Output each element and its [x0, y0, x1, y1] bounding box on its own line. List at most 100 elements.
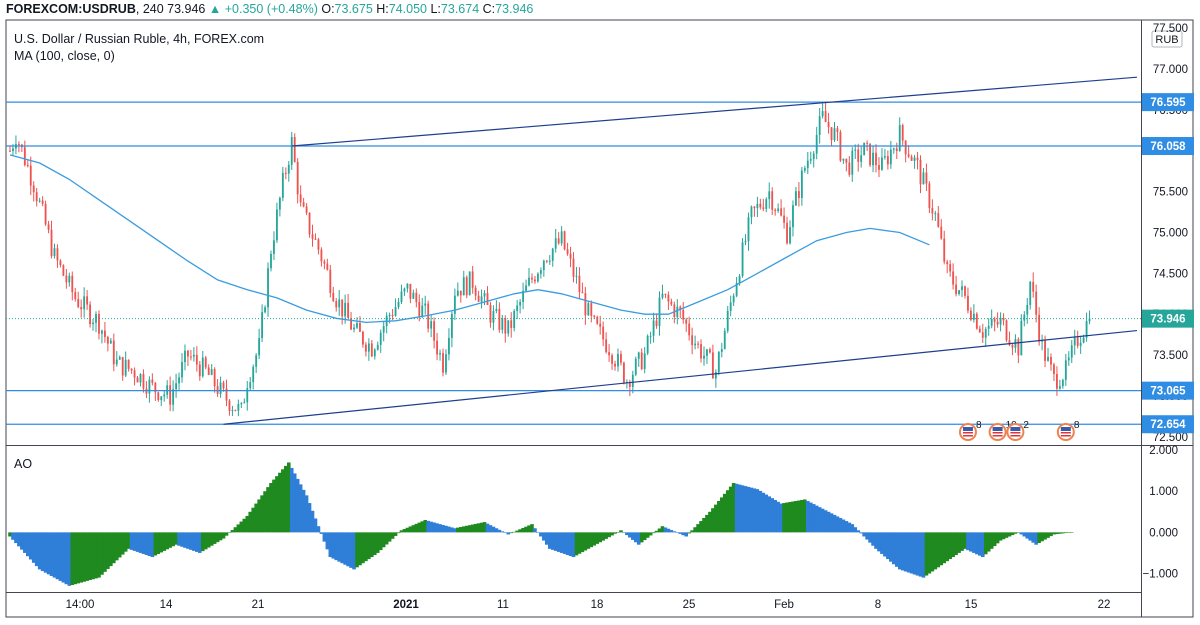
currency-box[interactable]: RUB — [1151, 30, 1183, 48]
ao-bar — [316, 526, 321, 533]
ma-indicator-label[interactable]: MA (100, close, 0) — [14, 49, 115, 63]
ao-bar — [23, 532, 27, 553]
candle-body — [1061, 379, 1064, 387]
ao-bar — [426, 520, 430, 533]
ao-bar — [625, 532, 629, 536]
ao-bar — [542, 532, 546, 541]
ao-bar — [559, 532, 564, 553]
time-tick-label: 21 — [252, 599, 265, 611]
candle-body — [691, 335, 694, 346]
ao-indicator-label[interactable]: AO — [14, 457, 33, 471]
time-axis[interactable]: 14:00 14 21 2021 11 18 25 Feb 8 15 22 — [66, 599, 1111, 611]
trendline[interactable] — [291, 76, 1138, 147]
candles — [9, 101, 1091, 417]
flag-canton — [962, 427, 973, 431]
ao-bar — [814, 505, 819, 533]
last-price-tag — [1142, 309, 1194, 328]
time-tick-label: 14 — [160, 599, 173, 611]
candle-body — [350, 318, 352, 330]
candle-body — [741, 242, 744, 277]
ao-bar — [1064, 532, 1068, 534]
candle-body — [338, 299, 341, 308]
close-value: 73.946 — [495, 2, 534, 16]
candle-body — [969, 310, 972, 320]
candle-body — [492, 311, 495, 323]
ao-bar — [132, 532, 137, 551]
candle-body — [717, 351, 720, 373]
candle-body — [293, 137, 296, 162]
event-markers[interactable]: 81028 — [958, 420, 1080, 441]
candle-body — [883, 156, 886, 158]
candle-body — [937, 213, 940, 227]
ao-bar — [14, 532, 18, 544]
ao-bar — [334, 532, 339, 561]
trendline[interactable] — [223, 329, 1138, 425]
candle-body — [261, 312, 264, 339]
ao-bar — [737, 484, 742, 533]
ao-bar — [239, 521, 244, 533]
candle-body — [622, 362, 625, 383]
ao-bar — [1022, 532, 1027, 537]
candle-body — [38, 200, 41, 202]
event-count-label: 2 — [1023, 420, 1029, 431]
ao-bar — [512, 531, 516, 533]
candle-body — [510, 320, 513, 329]
candle-body — [952, 271, 955, 285]
candle-body — [445, 354, 447, 373]
ao-bar — [414, 523, 419, 533]
candle-body — [608, 352, 611, 356]
ao-bar — [97, 532, 101, 578]
candle-body — [210, 369, 213, 375]
candle-body — [115, 359, 118, 365]
ao-bar — [284, 465, 288, 533]
candle-body — [477, 295, 480, 302]
ao-bar — [740, 485, 745, 533]
flag-stripe — [992, 435, 1003, 437]
ao-bar — [574, 532, 579, 556]
price-axis[interactable]: 77.50077.00076.50076.00075.50075.00074.5… — [1153, 23, 1188, 444]
ao-bar — [387, 532, 392, 542]
candle-body — [628, 381, 631, 387]
price-tag — [1142, 137, 1194, 156]
candle-body — [542, 260, 545, 271]
candle-body — [919, 160, 922, 185]
time-tick-label: 25 — [683, 599, 696, 611]
ma-line[interactable] — [9, 154, 930, 324]
ao-bar — [900, 532, 905, 571]
ao-bar — [58, 532, 63, 581]
low-label: L: — [430, 2, 441, 16]
symbol-name[interactable]: FOREXCOM:USDRUB — [6, 2, 136, 16]
candle-body — [777, 208, 780, 211]
ao-bar — [1046, 532, 1050, 538]
ao-bar — [648, 532, 653, 536]
ao-tick-label: 2.000 — [1149, 445, 1178, 457]
high-label: H: — [376, 2, 389, 16]
ao-bar — [764, 494, 769, 533]
ao-bar — [797, 500, 801, 533]
candle-body — [925, 172, 928, 184]
ao-bar — [711, 508, 715, 533]
candle-body — [213, 369, 216, 387]
ao-bar — [429, 521, 433, 533]
ao-bar — [304, 495, 309, 533]
candle-body — [332, 292, 335, 302]
candle-body — [264, 307, 266, 313]
candle-body — [714, 372, 717, 379]
candle-body — [673, 304, 676, 318]
interval[interactable]: 240 — [142, 2, 164, 16]
ao-bar — [853, 527, 858, 533]
change-arrow-icon: ▲ — [208, 2, 222, 16]
ao-bar — [114, 532, 119, 561]
ao-axis[interactable]: 2.000 1.000 0.000 −1.000 — [1143, 445, 1179, 580]
ao-bar — [242, 518, 247, 533]
ao-bar — [11, 532, 15, 540]
ao-bar — [444, 525, 448, 533]
ao-bar — [832, 514, 837, 533]
time-tick-label: Feb — [774, 599, 794, 611]
ao-bar — [687, 532, 691, 534]
candle-body — [581, 292, 584, 294]
ao-bar — [874, 532, 878, 549]
open-value: 73.675 — [334, 2, 373, 16]
candle-body — [127, 359, 130, 369]
